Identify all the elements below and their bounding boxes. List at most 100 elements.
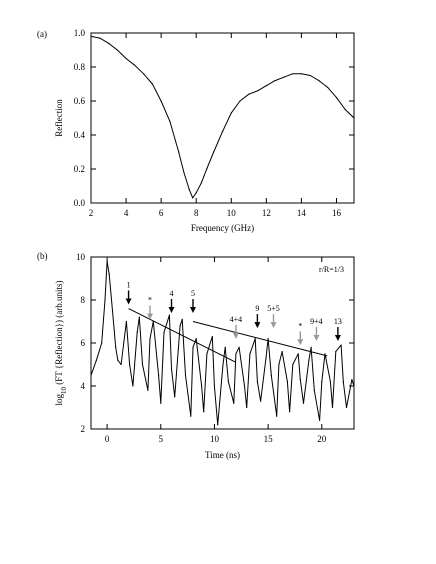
data-point bbox=[353, 117, 354, 119]
data-point bbox=[335, 351, 337, 353]
data-point bbox=[111, 310, 114, 312]
x-tick-label: 10 bbox=[227, 208, 237, 218]
data-point bbox=[136, 331, 138, 333]
data-point bbox=[248, 93, 250, 95]
annotation-arrow-head bbox=[313, 335, 320, 341]
data-point bbox=[158, 374, 160, 376]
y-tick-label: 0.0 bbox=[74, 198, 86, 208]
data-point bbox=[308, 359, 310, 361]
data-point bbox=[286, 381, 288, 383]
data-point bbox=[184, 374, 187, 376]
data-point bbox=[265, 85, 267, 87]
data-point bbox=[289, 411, 291, 413]
data-point bbox=[235, 353, 237, 355]
annotation-arrow-head bbox=[232, 332, 239, 339]
data-point bbox=[108, 273, 110, 275]
y-tick-label: 10 bbox=[76, 252, 86, 262]
data-point bbox=[324, 353, 326, 355]
data-point bbox=[192, 346, 194, 348]
data-point bbox=[238, 346, 240, 348]
data-point bbox=[120, 363, 122, 366]
data-point bbox=[129, 363, 131, 366]
trend-line bbox=[192, 321, 328, 357]
y-tick-label: 0.6 bbox=[74, 96, 86, 106]
annotation-label: * bbox=[298, 321, 302, 330]
data-point bbox=[125, 320, 127, 323]
annotation-arrow-head bbox=[168, 307, 175, 314]
y-tick-label: 0.2 bbox=[74, 164, 85, 174]
annotation-arrow-head bbox=[147, 313, 154, 320]
data-point bbox=[116, 49, 118, 51]
data-point bbox=[115, 346, 117, 348]
annotation-label: 13 bbox=[334, 317, 342, 326]
data-point bbox=[335, 97, 338, 99]
trend-line bbox=[128, 308, 237, 363]
annotation-arrow-head bbox=[297, 339, 304, 346]
data-point bbox=[281, 351, 283, 353]
annotation-label: 4+4 bbox=[230, 315, 243, 324]
data-point bbox=[299, 379, 301, 381]
y-tick-label: 6 bbox=[81, 338, 86, 348]
data-point bbox=[107, 42, 110, 44]
data-point bbox=[224, 346, 226, 348]
data-point bbox=[233, 402, 235, 404]
data-point bbox=[267, 338, 269, 340]
x-tick-label: 10 bbox=[210, 434, 220, 444]
data-point bbox=[160, 402, 162, 404]
data-point bbox=[239, 100, 241, 102]
annotation-arrow-head bbox=[125, 298, 132, 305]
y-axis-label-sub: 10 bbox=[60, 386, 68, 394]
data-point bbox=[213, 151, 215, 153]
data-point bbox=[125, 57, 127, 60]
data-point bbox=[221, 131, 224, 133]
annotation-label: 9+4 bbox=[310, 317, 323, 326]
data-point bbox=[321, 381, 323, 383]
data-point bbox=[95, 359, 97, 361]
data-point bbox=[243, 385, 246, 387]
data-point bbox=[222, 363, 224, 366]
data-point bbox=[160, 100, 162, 102]
annotation-label: 9 bbox=[255, 304, 259, 313]
data-point bbox=[230, 112, 232, 114]
x-tick-label: 2 bbox=[89, 208, 94, 218]
data-point bbox=[276, 415, 278, 417]
data-point bbox=[192, 197, 194, 199]
data-point bbox=[345, 406, 348, 409]
data-point bbox=[179, 325, 181, 327]
data-point bbox=[270, 374, 272, 376]
data-point bbox=[134, 64, 136, 66]
annotation-label: * bbox=[148, 296, 152, 305]
data-point bbox=[91, 374, 92, 376]
data-point bbox=[309, 74, 311, 77]
data-point bbox=[101, 342, 103, 344]
data-point bbox=[203, 411, 205, 413]
data-point bbox=[313, 389, 315, 391]
annotation-arrow-head bbox=[270, 322, 277, 329]
y-tick-label: 1.0 bbox=[74, 28, 86, 38]
panel-label: (b) bbox=[37, 251, 48, 261]
data-point bbox=[213, 385, 215, 387]
data-point bbox=[168, 314, 170, 316]
annotation-label: 5 bbox=[191, 289, 195, 298]
data-point bbox=[104, 299, 106, 301]
data-point bbox=[227, 381, 229, 383]
data-point bbox=[329, 381, 331, 383]
x-tick-label: 12 bbox=[262, 208, 271, 218]
data-point bbox=[181, 318, 183, 320]
data-point bbox=[351, 379, 353, 381]
data-point bbox=[331, 406, 334, 409]
y-tick-label: 2 bbox=[81, 424, 86, 434]
x-axis-label: Frequency (GHz) bbox=[191, 223, 254, 233]
annotation-label: 1 bbox=[127, 280, 131, 289]
data-point bbox=[246, 406, 248, 409]
data-point bbox=[147, 389, 149, 391]
data-point bbox=[183, 171, 185, 173]
data-point bbox=[106, 260, 108, 262]
data-point bbox=[117, 359, 119, 361]
y-axis-label-post: (FT {Reflection}) (arb.units) bbox=[54, 281, 64, 387]
data-point bbox=[195, 192, 197, 194]
data-point bbox=[265, 357, 267, 359]
x-tick-label: 15 bbox=[264, 434, 274, 444]
